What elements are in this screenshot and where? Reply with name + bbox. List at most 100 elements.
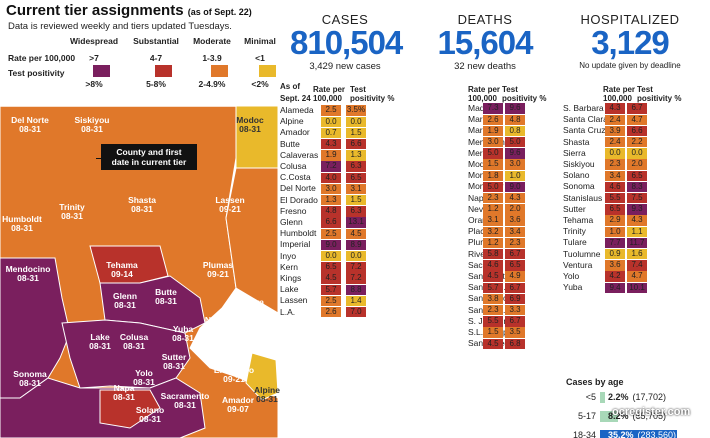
rate-cell: 5.5 <box>605 192 625 204</box>
county-name: Santa Clara <box>563 114 608 125</box>
rate-cell: 3.2 <box>483 226 503 237</box>
positivity-cell: 9.6 <box>505 103 525 114</box>
positivity-cell: 6.3 <box>346 206 366 217</box>
county-name: Modoc <box>468 159 494 169</box>
positivity-cell: 4.7 <box>627 271 647 282</box>
rate-cell: 6.5 <box>605 204 625 215</box>
table-row: Stanislaus 5.5 7.5 <box>563 193 673 204</box>
rate-cell: 1.3 <box>321 194 341 206</box>
county-name: Santa Cruz <box>563 125 606 136</box>
col3-pos-header: Test positivity % <box>637 85 682 103</box>
positivity-cell: 2.2 <box>627 136 647 148</box>
table-row: San Fran.2.33.3 <box>468 305 578 316</box>
positivity-cell: 1.0 <box>505 170 525 181</box>
map-label-county: Shasta <box>128 195 156 205</box>
map-label-county: Amador <box>221 395 255 405</box>
map-label-nevada: Nevada 09-21 <box>190 316 250 334</box>
age-bar <box>600 430 677 438</box>
map-label-county: Del Norte <box>11 115 49 125</box>
positivity-cell: 1.1 <box>627 226 647 237</box>
legend-swatch-widespread <box>93 65 110 77</box>
title-date-note: (as of Sept. 22) <box>187 7 252 17</box>
table-row: Lake 5.7 8.8 <box>280 284 390 295</box>
county-name: Tulare <box>563 237 587 248</box>
map-label-county: Yuba <box>172 324 194 334</box>
california-tier-map <box>0 105 278 438</box>
table-row: Inyo 0.0 0.0 <box>280 251 390 262</box>
table-row: Tulare 7.7 11.7 <box>563 237 673 249</box>
table-row: San Benito4.54.9 <box>468 271 578 282</box>
positivity-cell: 2.3 <box>505 237 525 249</box>
callout-pointer <box>96 158 102 159</box>
age-bar <box>600 411 618 422</box>
rate-cell: 2.3 <box>605 159 625 170</box>
table-row: Del Norte 3.0 3.1 <box>280 183 390 195</box>
map-label-date: 08-31 <box>139 414 161 424</box>
table-row: Marin 2.6 4.8 <box>468 114 578 125</box>
map-label-county: Modoc <box>236 115 264 125</box>
positivity-cell: 2.0 <box>627 159 647 170</box>
legend-pos-minimal: <2% <box>251 79 269 89</box>
positivity-cell: 6.7 <box>505 316 525 327</box>
county-name: Nevada <box>468 204 497 215</box>
map-label-date: 09-21 <box>219 204 241 214</box>
county-name: Sutter <box>563 203 586 214</box>
map-label-solano: Solano 08-31 <box>120 406 180 424</box>
map-label-county: Plumas <box>202 260 234 270</box>
table-row: Madera7.39.6 <box>468 103 578 114</box>
table-row: Sac. 4.6 6.5 <box>468 260 578 271</box>
table-row: Tuolumne 0.9 1.6 <box>563 249 673 260</box>
map-label-date: 08-31 <box>19 124 41 134</box>
map-label-butte: Butte 08-31 <box>136 288 196 306</box>
legend-rate-widespread: >7 <box>89 53 99 63</box>
table-row: Solano 3.4 6.5 <box>563 170 673 181</box>
positivity-cell: 6.3 <box>346 161 366 172</box>
rate-cell: 1.2 <box>483 204 503 215</box>
age-title: Cases by age <box>566 377 624 387</box>
map-label-trinity: Trinity 08-31 <box>42 203 102 221</box>
map-label-date: 08-31 <box>163 361 185 371</box>
county-name: Del Norte <box>280 183 316 194</box>
map-label-date: 08-31 <box>133 377 155 387</box>
table-row: Siskiyou 2.3 2.0 <box>563 159 673 170</box>
county-name: Tehama <box>563 215 594 225</box>
table-row: Plumas1.22.3 <box>468 237 578 249</box>
positivity-cell: 4.3 <box>505 192 525 204</box>
map-label-county: El Dorado <box>213 365 255 375</box>
positivity-cell: 10.1 <box>627 282 647 293</box>
table-row: El Dorado 1.3 1.5 <box>280 195 390 206</box>
legend-positivity-label: Test positivity <box>8 68 65 78</box>
map-label-humboldt: Humboldt 08-31 <box>0 215 52 233</box>
rate-cell: 7.7 <box>605 237 625 249</box>
county-name: Imperial <box>280 239 311 250</box>
map-label-date: 08-31 <box>11 223 33 233</box>
county-name: Solano <box>563 170 590 181</box>
positivity-cell: 4.7 <box>627 114 647 125</box>
county-name: Siskiyou <box>563 159 595 169</box>
rate-cell: 4.6 <box>483 260 503 271</box>
map-label-shasta: Shasta 08-31 <box>112 196 172 214</box>
rate-cell: 0.0 <box>321 116 341 127</box>
table-row: Kings 4.5 7.2 <box>280 273 390 284</box>
table-row: Riverside5.86.7 <box>468 249 578 260</box>
map-label-date: 08-31 <box>256 394 278 404</box>
map-label-date: 09-07 <box>236 338 258 348</box>
positivity-cell: 3.0 <box>505 159 525 170</box>
map-label-mendocino: Mendocino 08-31 <box>0 265 58 283</box>
map-label-yuba: Yuba 08-31 <box>153 325 213 343</box>
table-row: Nevada1.22.0 <box>468 204 578 215</box>
legend-rate-label: Rate per 100,000 <box>8 53 76 63</box>
map-label-date: 08-31 <box>239 124 261 134</box>
positivity-cell: 0.0 <box>346 116 366 127</box>
positivity-cell: 9.0 <box>505 181 525 193</box>
table-row: Yuba 9.4 10.1 <box>563 282 673 293</box>
table-row: Alameda 2.5 3.5% <box>280 105 390 116</box>
legend-swatch-substantial <box>155 65 172 77</box>
map-label-amador: Amador 09-07 <box>208 396 268 414</box>
positivity-cell: 3.4 <box>505 226 525 237</box>
positivity-cell: 4.8 <box>505 114 525 125</box>
map-label-date: 08-31 <box>61 211 83 221</box>
map-label-date: 08-31 <box>131 204 153 214</box>
county-name: Sonoma <box>563 181 595 192</box>
title-text: Current tier assignments <box>6 2 184 19</box>
